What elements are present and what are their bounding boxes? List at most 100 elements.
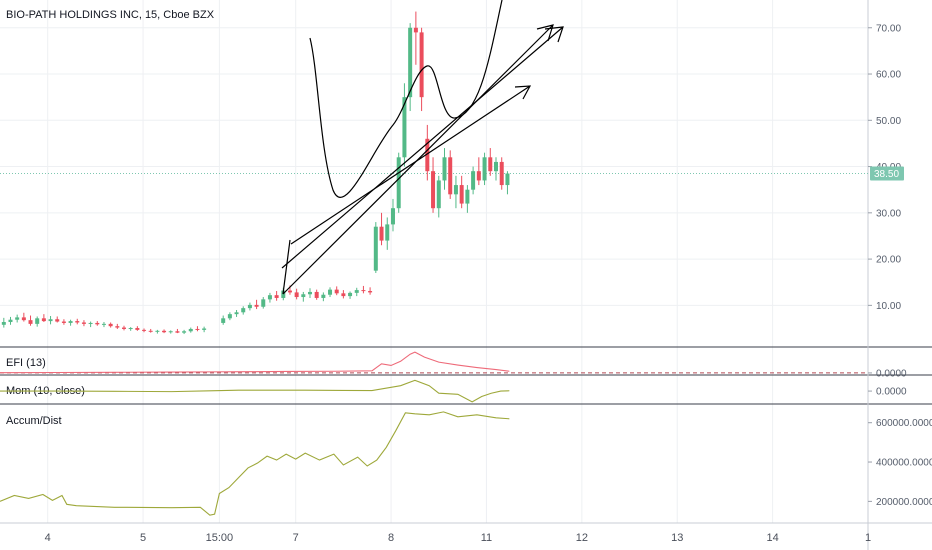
price-tick-label-1: 20.00 [876,255,901,266]
time-tick-label-1: 5 [140,532,146,544]
candle-10 [68,319,73,326]
candle-61 [413,11,418,65]
candle-body [162,330,167,333]
candle-24 [162,329,167,334]
candle-36 [254,299,259,310]
candle-body [396,157,401,209]
candle-body [95,322,100,325]
candle-body [301,294,306,298]
candle-70 [465,185,470,213]
time-tick-label-2: 15:00 [206,532,234,544]
candle-body [55,319,60,322]
candle-body [499,161,504,186]
candle-53 [368,287,373,295]
candle-32 [227,312,232,321]
candle-52 [361,285,366,294]
candle-body [8,319,13,323]
candle-body [505,173,510,186]
candle-body [459,185,464,204]
candle-body [188,328,193,332]
candle-64 [431,157,436,213]
candle-43 [301,291,306,302]
candle-body [115,326,120,328]
candle-39 [274,291,279,301]
trendline-middle-arrow [536,24,554,42]
mom-line [0,379,510,403]
time-tick-label-4: 8 [388,532,394,544]
ad-line [0,411,510,516]
last-price-marker: 38.50 [870,166,904,181]
candle-20 [135,326,140,331]
time-tick-label-9: 1 [865,532,871,544]
candle-body [1,322,6,325]
candle-body [261,299,266,307]
candle-45 [314,289,319,300]
efi-series [0,351,868,374]
ad-pane-title[interactable]: Accum/Dist [6,415,62,427]
candle-body [254,304,259,307]
ad-tick-label-2: 600000.0000 [876,418,932,429]
last-price-label: 38.50 [874,169,899,180]
candle-body [35,318,40,324]
price-tick-label-0: 10.00 [876,301,901,312]
candle-72 [476,157,481,186]
candle-body [108,323,113,327]
candle-34 [241,306,246,315]
candle-body [68,321,73,323]
candle-body [436,180,441,209]
efi-pane-title[interactable]: EFI (13) [6,357,46,369]
candle-body [419,32,424,98]
candle-2 [15,314,20,323]
candle-44 [308,288,312,298]
candle-50 [348,291,353,299]
symbol-title[interactable]: BIO-PATH HOLDINGS INC, 15, Cboe BZX [6,9,215,21]
candle-37 [261,297,266,309]
candle-16 [108,322,113,328]
candle-3 [21,312,26,322]
candle-body [341,293,346,297]
candle-57 [390,198,395,232]
price-tick-label-2: 30.00 [876,208,901,219]
candle-body [328,289,333,295]
candle-body [75,321,80,323]
candle-35 [247,302,252,311]
candle-body [28,320,33,324]
candle-25 [168,330,173,334]
candle-body [413,27,418,33]
efi-tick-label-0: 0.0000 [876,368,907,379]
accum-dist-series [0,411,510,516]
trendline-lower-arrow [514,85,532,100]
candle-body [234,312,239,315]
candle-42 [294,288,299,300]
candle-58 [396,152,401,213]
trend-drawings[interactable] [281,0,564,295]
candle-body [135,328,140,330]
candle-body [476,171,481,181]
candle-12 [81,320,86,327]
candle-29 [195,326,200,332]
candle-body [247,304,252,309]
candle-15 [101,322,106,328]
candle-59 [402,83,407,167]
candle-63 [425,124,430,181]
candle-67 [448,150,453,199]
candle-31 [221,315,226,325]
candle-body [21,317,26,321]
candle-body [175,331,180,333]
time-tick-label-0: 4 [45,532,51,544]
candle-48 [334,286,339,296]
candle-1 [8,316,13,325]
candle-66 [442,148,447,190]
candle-body [402,97,407,158]
candle-body [182,331,187,333]
candle-71 [471,166,476,195]
candle-body [334,289,339,294]
candle-9 [61,319,66,325]
mom-series [0,379,510,403]
trendline-connector [282,239,291,295]
candle-49 [341,290,346,299]
candle-body [379,226,384,241]
time-axis: 4 5 15:00 7 8 11 12 13 14 1 [45,532,871,544]
